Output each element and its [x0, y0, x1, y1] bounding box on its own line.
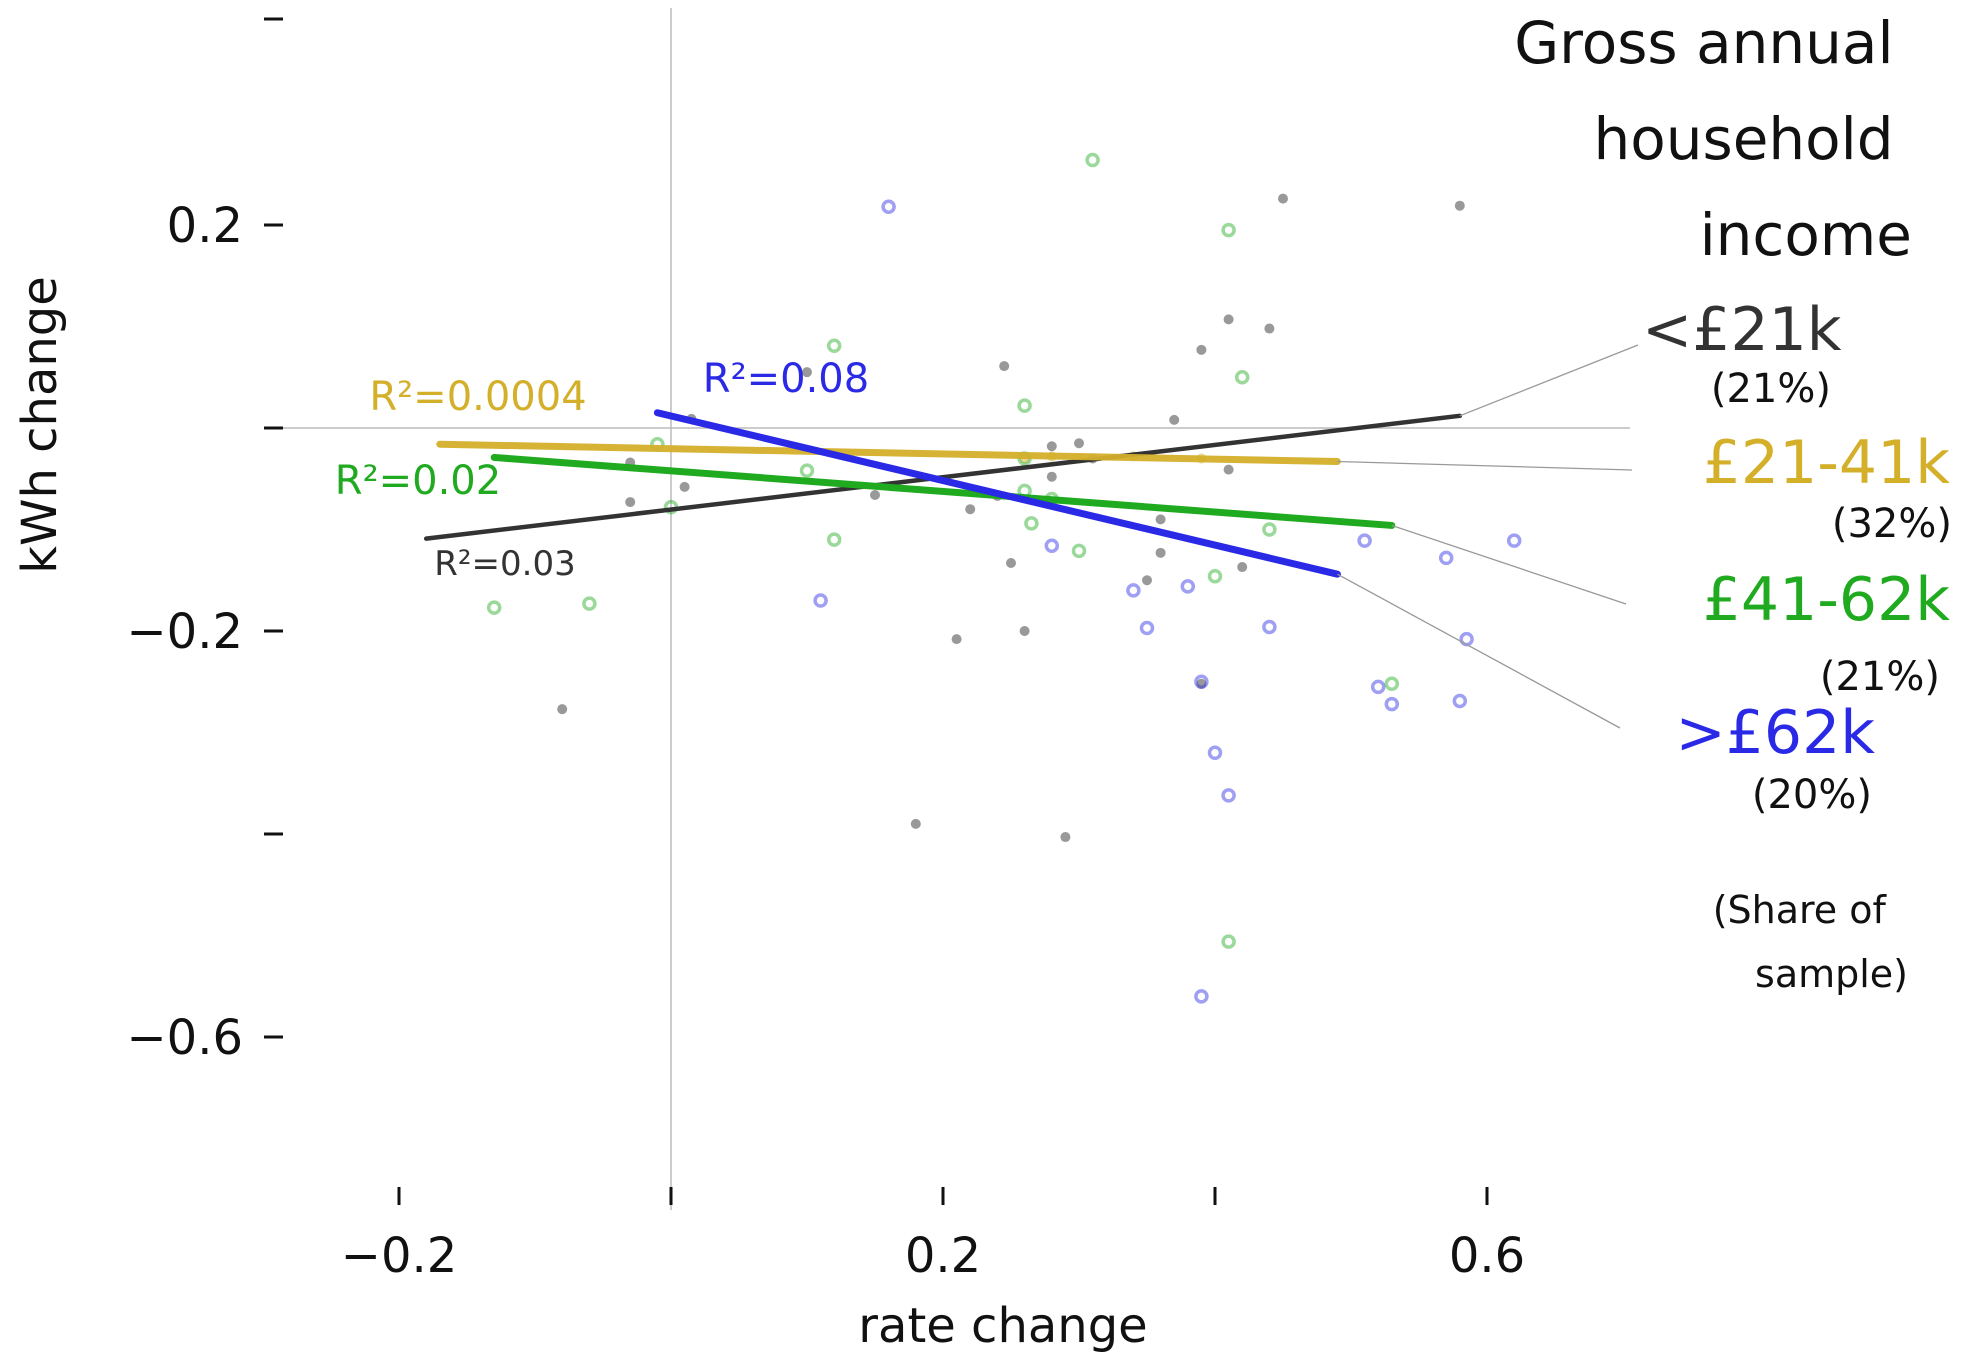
data-point: [826, 532, 842, 547]
data-point: [1221, 934, 1236, 949]
data-point: [1237, 562, 1248, 573]
annotations: R²=0.03<£21k(21%)R²=0.0004£21-41k(32%)R²…: [335, 295, 1952, 818]
legend-entry-share: (21%): [1820, 654, 1940, 700]
leader-line: [1459, 344, 1639, 417]
data-point: [951, 634, 962, 645]
data-point: [679, 481, 690, 492]
data-point: [1194, 989, 1209, 1004]
data-point: [1370, 679, 1386, 695]
x-tick-label: 0.2: [905, 1228, 981, 1284]
fit-line: [436, 440, 1341, 465]
leader-line: [1391, 524, 1627, 605]
data-point: [802, 367, 812, 378]
x-axis-label: rate change: [858, 1298, 1147, 1354]
data-point: [1357, 533, 1372, 548]
reference-lines: [266, 8, 1630, 1210]
legend-entry-name: £21-41k: [1703, 428, 1951, 498]
legend-note-line-1: (Share of: [1713, 888, 1888, 932]
data-point: [1044, 538, 1060, 553]
data-point: [1454, 200, 1465, 211]
data-point: [1221, 788, 1236, 803]
r-squared-label: R²=0.0004: [369, 374, 586, 420]
data-point: [1180, 579, 1196, 594]
data-point: [910, 818, 921, 829]
data-point: [1223, 314, 1234, 325]
data-point: [1155, 514, 1166, 525]
data-point: [1221, 222, 1236, 238]
legend-entry-share: (20%): [1752, 772, 1872, 818]
data-point: [1234, 370, 1250, 385]
data-point: [1169, 414, 1180, 425]
data-point: [1194, 674, 1209, 689]
data-point: [486, 600, 502, 615]
y-tick-label: 0.2: [167, 198, 243, 254]
leader-line: [1337, 460, 1633, 471]
data-point: [1384, 676, 1400, 692]
legend-note-line-2: sample): [1755, 952, 1908, 996]
data-point: [799, 463, 815, 478]
fit-line: [653, 409, 1341, 578]
legend-note: (Share of sample): [1713, 888, 1908, 996]
y-axis-label: kWh change: [12, 276, 68, 574]
y-tick-label: −0.2: [126, 604, 243, 660]
data-point: [625, 497, 636, 508]
data-point: [1046, 471, 1057, 482]
data-point: [1438, 550, 1454, 566]
data-point: [1060, 832, 1071, 843]
data-point: [1452, 693, 1468, 709]
r-squared-label: R²=0.02: [335, 458, 501, 504]
legend-title-line-2: household: [1593, 105, 1893, 173]
data-point: [1024, 516, 1039, 531]
data-point: [1262, 619, 1277, 635]
data-point: [1278, 193, 1288, 204]
data-point: [1506, 533, 1522, 548]
legend-title-line-3: income: [1700, 201, 1912, 269]
y-tick-label: −0.6: [126, 1010, 243, 1066]
data-point: [1085, 152, 1100, 168]
leader-line: [1337, 573, 1621, 729]
axes: −0.2 0.2 0.6 0.2 −0.2 −0.6: [126, 17, 1525, 1284]
data-point: [582, 596, 597, 611]
legend-entry-share: (21%): [1711, 366, 1831, 412]
data-point: [1046, 441, 1057, 452]
data-point: [1207, 745, 1223, 761]
data-point: [813, 593, 828, 608]
data-point: [965, 504, 976, 515]
fit-lines: [423, 344, 1639, 729]
legend-title: Gross annual household income: [1514, 9, 1912, 269]
data-point: [999, 361, 1010, 372]
data-point: [1196, 344, 1207, 355]
r-squared-label: R²=0.03: [434, 544, 575, 584]
data-point: [870, 489, 880, 500]
data-point: [1019, 626, 1030, 636]
data-point: [1207, 568, 1223, 584]
data-point: [1262, 522, 1277, 537]
legend-title-line-1: Gross annual: [1514, 9, 1893, 77]
r-squared-label: R²=0.08: [703, 356, 869, 402]
data-point: [1126, 583, 1141, 598]
scatter-points: [486, 152, 1522, 1004]
data-point: [1071, 543, 1087, 559]
data-point: [1139, 620, 1155, 636]
x-tick-label: 0.6: [1449, 1228, 1525, 1284]
x-tick-label: −0.2: [341, 1228, 458, 1284]
legend-entry-name: >£62k: [1675, 698, 1875, 768]
legend-entry-share: (32%): [1832, 501, 1952, 547]
data-point: [1264, 323, 1275, 334]
data-point: [826, 338, 842, 354]
data-point: [1006, 557, 1016, 568]
data-point: [557, 704, 568, 715]
fit-line: [490, 453, 1396, 529]
data-point: [1074, 438, 1084, 449]
legend-entry-name: £41-62k: [1703, 565, 1951, 635]
data-point: [1155, 547, 1166, 558]
data-point: [1017, 398, 1032, 413]
data-point: [1142, 575, 1152, 586]
data-point: [1384, 696, 1400, 712]
data-point: [881, 199, 896, 214]
data-point: [1223, 464, 1234, 475]
data-point: [1196, 678, 1207, 689]
legend-entry-name: <£21k: [1642, 295, 1842, 365]
